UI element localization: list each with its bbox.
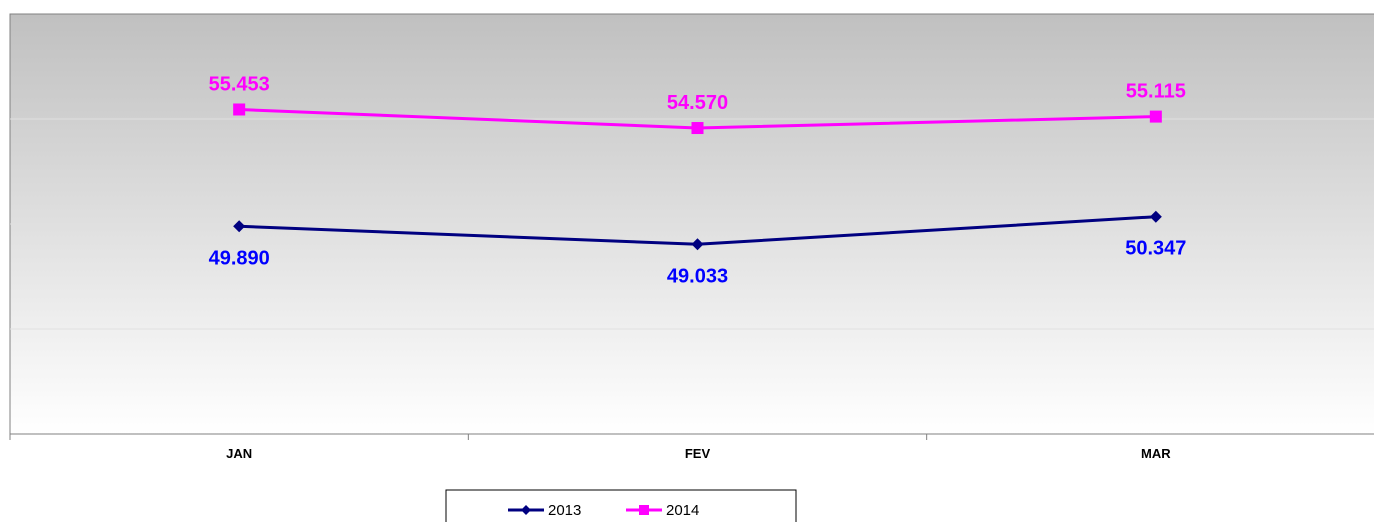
x-tick-label-fev: FEV (685, 446, 711, 461)
legend-box (445, 489, 797, 522)
data-label-2013-mar: 50.347 (1125, 238, 1186, 260)
legend-label-2013: 2013 (548, 502, 581, 519)
data-label-2014-jan: 55.453 (209, 73, 270, 95)
series-2014-point-jan (233, 103, 246, 116)
series-2014-point-mar (1149, 110, 1162, 123)
series-2014-point-fev (691, 122, 704, 135)
data-label-2014-mar: 55.115 (1126, 81, 1186, 103)
data-label-2014-fev: 54.570 (667, 92, 728, 114)
legend-swatch-marker-2014 (639, 505, 649, 515)
data-label-2013-jan: 49.890 (209, 247, 270, 269)
series-2013-point-jan (233, 220, 246, 233)
series-2013-point-fev (691, 238, 704, 251)
data-label-2013-fev: 49.033 (667, 265, 728, 287)
series-2013-point-mar (1149, 210, 1162, 223)
x-tick-label-jan: JAN (226, 446, 252, 461)
x-tick-label-mar: MAR (1141, 446, 1171, 461)
legend-label-2014: 2014 (666, 502, 699, 519)
legend-swatch-marker-2013 (521, 505, 531, 515)
